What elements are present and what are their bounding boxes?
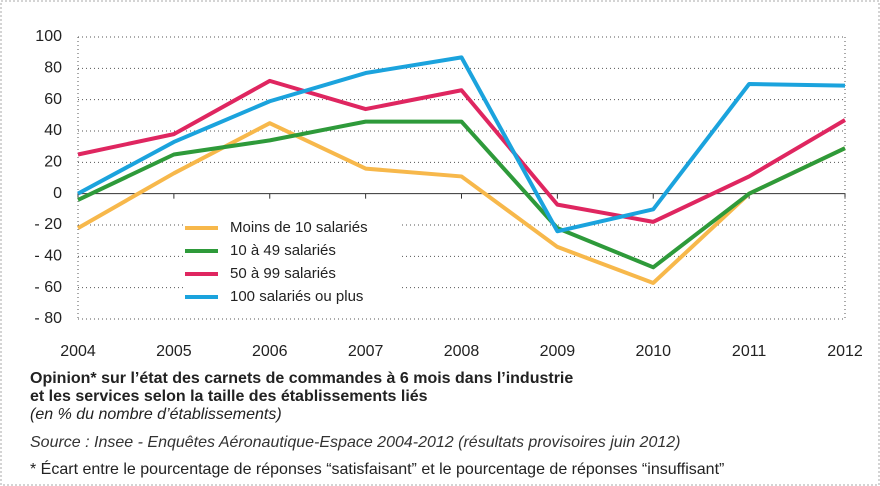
y-tick-label: 60 <box>44 91 62 108</box>
series-line <box>77 119 846 270</box>
legend-box <box>185 214 400 312</box>
y-tick-label: - 20 <box>34 216 62 233</box>
series-line <box>77 121 846 285</box>
legend-label: Moins de 10 salariés <box>230 219 368 236</box>
subtitle: (en % du nombre d’établissements) <box>30 406 282 423</box>
y-tick-label: - 80 <box>34 310 62 327</box>
x-tick-label: 2008 <box>444 343 480 360</box>
chart-title: Opinion* sur l’état des carnets de comma… <box>30 370 573 405</box>
source: Source : Insee - Enquêtes Aéronautique-E… <box>30 434 680 451</box>
x-tick-label: 2004 <box>60 343 96 360</box>
series-line <box>77 78 847 224</box>
y-tick-label: 80 <box>44 60 62 77</box>
x-tick-label: 2011 <box>732 343 767 360</box>
legend-label: 100 salariés ou plus <box>230 288 363 305</box>
legend-label: 10 à 49 salariés <box>230 242 336 259</box>
x-tick-label: 2006 <box>252 343 288 360</box>
x-tick-label: 2012 <box>827 343 863 360</box>
x-tick-label: 2005 <box>156 343 192 360</box>
note: * Écart entre le pourcentage de réponses… <box>30 459 724 478</box>
x-tick-label: 2009 <box>540 343 576 360</box>
y-tick-label: - 60 <box>34 279 62 296</box>
x-tick-label: 2007 <box>348 343 384 360</box>
y-tick-label: 100 <box>35 28 62 45</box>
title-line: Opinion* sur l’état des carnets de comma… <box>30 370 573 387</box>
x-tick-label: 2010 <box>635 343 671 360</box>
title-line: et les services selon la taille des étab… <box>30 388 428 405</box>
y-tick-label: 40 <box>44 122 62 139</box>
series-line <box>77 55 846 234</box>
y-tick-label: 20 <box>44 154 62 171</box>
y-tick-label: 0 <box>53 185 62 202</box>
y-tick-label: - 40 <box>34 248 62 265</box>
legend-label: 50 à 99 salariés <box>230 265 336 282</box>
